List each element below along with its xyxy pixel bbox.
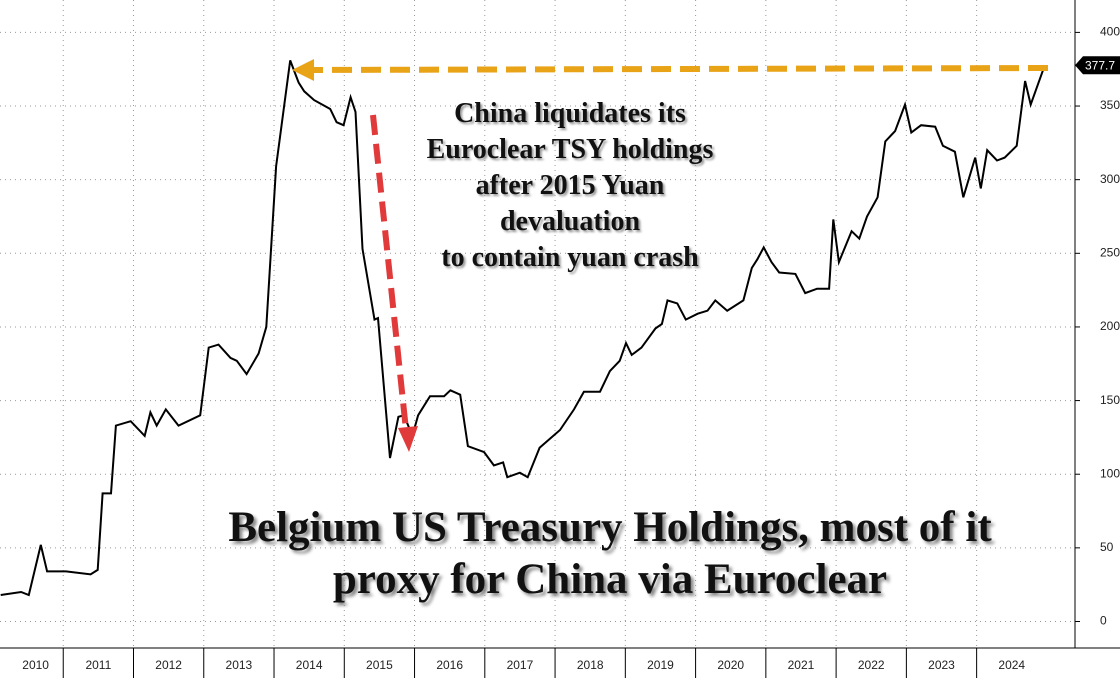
annotation-line: Euroclear TSY holdings <box>426 134 714 165</box>
x-tick-label: 2013 <box>226 658 253 672</box>
drop-arrow-head <box>398 426 418 452</box>
grid <box>0 0 1075 648</box>
last-value-tag <box>1075 56 1120 75</box>
y-tick-label: 150 <box>1100 393 1120 407</box>
annotation-line: China liquidates its <box>454 98 686 129</box>
peak-arrow-head <box>292 59 314 81</box>
x-tick-label: 2023 <box>928 658 955 672</box>
annotation-line: after 2015 Yuan <box>475 170 665 201</box>
y-tick-label: 350 <box>1100 98 1120 112</box>
y-tick-label: 300 <box>1100 172 1120 186</box>
annotation: China liquidates its Euroclear TSY holdin… <box>360 96 780 276</box>
peak-arrow <box>305 65 1049 73</box>
x-tick-label: 2012 <box>155 658 182 672</box>
annotation-line: to contain yuan crash <box>441 242 699 273</box>
y-tick-label: 200 <box>1100 319 1120 333</box>
y-tick-label: 400 <box>1100 25 1120 39</box>
x-tick-label: 2021 <box>788 658 815 672</box>
x-tick-label: 2024 <box>998 658 1025 672</box>
x-tick-label: 2015 <box>366 658 393 672</box>
y-tick-label: 250 <box>1100 245 1120 259</box>
y-tick-label: 100 <box>1100 466 1120 480</box>
drop-arrow <box>370 114 409 431</box>
chart-title: Belgium US Treasury Holdings, most of it… <box>228 504 992 603</box>
x-tick-label: 2019 <box>647 658 674 672</box>
x-tick-label: 2014 <box>296 658 323 672</box>
y-tick-label: 0 <box>1100 614 1107 628</box>
y-tick-label: 50 <box>1100 540 1114 554</box>
last-value-label: 377.7 <box>1085 58 1115 72</box>
data-line <box>0 60 1046 597</box>
plot <box>0 60 1046 597</box>
x-tick-label: 2016 <box>436 658 463 672</box>
x-tick-label: 2018 <box>577 658 604 672</box>
x-tick-label: 2010 <box>22 658 49 672</box>
x-tick-label: 2020 <box>717 658 744 672</box>
axis-panel <box>1075 0 1120 678</box>
x-tick-label: 2022 <box>858 658 885 672</box>
annotation-line: devaluation <box>499 206 641 237</box>
x-tick-label: 2017 <box>507 658 534 672</box>
x-tick-label: 2011 <box>85 658 111 672</box>
